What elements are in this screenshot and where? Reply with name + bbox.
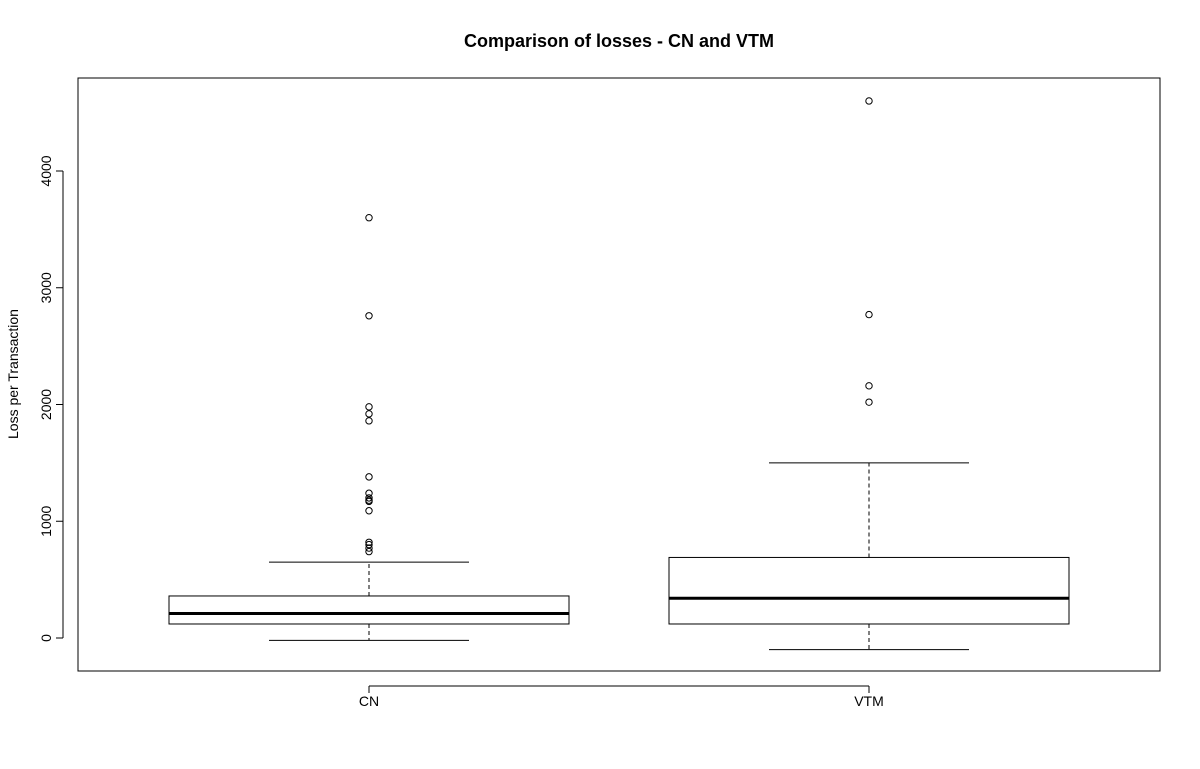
iqr-box bbox=[668, 556, 1070, 625]
x-axis: CN VTM bbox=[359, 685, 884, 709]
y-tick-label: 4000 bbox=[38, 155, 54, 186]
y-tick-label: 1000 bbox=[38, 505, 54, 536]
plot-frame bbox=[77, 77, 1161, 672]
outlier-point bbox=[865, 97, 873, 105]
outlier-point bbox=[865, 310, 873, 319]
box-vtm bbox=[668, 97, 1070, 651]
outlier-point bbox=[365, 540, 373, 549]
outlier-point bbox=[365, 538, 373, 546]
y-tick-label: 0 bbox=[38, 634, 54, 642]
chart-title: Comparison of losses - CN and VTM bbox=[464, 31, 774, 51]
boxes bbox=[168, 97, 1070, 651]
box-cn bbox=[168, 214, 570, 641]
x-tick-label: CN bbox=[359, 693, 379, 709]
outlier-point bbox=[365, 547, 373, 556]
outlier-point bbox=[365, 489, 373, 497]
outlier-point bbox=[365, 494, 373, 502]
y-tick-label: 2000 bbox=[38, 389, 54, 420]
outlier-point bbox=[365, 507, 373, 515]
outlier-point bbox=[865, 398, 873, 406]
outlier-point bbox=[365, 473, 373, 481]
outlier-point bbox=[365, 214, 373, 222]
outlier-point bbox=[365, 496, 373, 504]
outlier-point bbox=[365, 417, 373, 425]
outlier-point bbox=[365, 544, 373, 552]
x-tick-label: VTM bbox=[854, 693, 884, 709]
y-axis-label: Loss per Transaction bbox=[5, 309, 21, 439]
outlier-point bbox=[365, 410, 373, 418]
outlier-point bbox=[865, 382, 873, 390]
iqr-box bbox=[168, 595, 570, 625]
y-tick-label: 3000 bbox=[38, 272, 54, 303]
outlier-point bbox=[365, 312, 373, 320]
y-axis: 0 1000 2000 3000 4000 bbox=[38, 155, 64, 642]
outlier-point bbox=[365, 403, 373, 411]
